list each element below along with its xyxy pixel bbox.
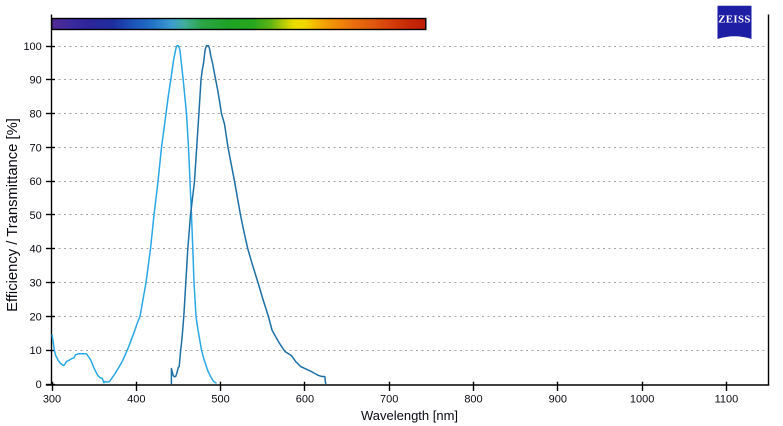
svg-text:700: 700	[380, 394, 398, 406]
svg-text:100: 100	[23, 41, 41, 53]
svg-text:60: 60	[30, 176, 42, 188]
svg-text:500: 500	[211, 394, 229, 406]
svg-text:0: 0	[36, 379, 42, 391]
svg-text:80: 80	[30, 109, 42, 121]
svg-text:ZEISS: ZEISS	[718, 14, 751, 26]
svg-text:1000: 1000	[630, 394, 654, 406]
svg-text:40: 40	[30, 244, 42, 256]
svg-text:10: 10	[30, 345, 42, 357]
svg-text:800: 800	[464, 394, 482, 406]
svg-text:90: 90	[30, 75, 42, 87]
svg-text:20: 20	[30, 311, 42, 323]
svg-text:1100: 1100	[715, 394, 739, 406]
svg-text:30: 30	[30, 278, 42, 290]
svg-text:300: 300	[43, 394, 61, 406]
svg-text:Wavelength [nm]: Wavelength [nm]	[361, 408, 458, 423]
svg-text:600: 600	[296, 394, 314, 406]
svg-text:70: 70	[30, 142, 42, 154]
svg-text:Efficiency / Transmittance [%]: Efficiency / Transmittance [%]	[5, 118, 21, 312]
svg-text:50: 50	[30, 210, 42, 222]
svg-text:900: 900	[549, 394, 567, 406]
svg-text:400: 400	[127, 394, 145, 406]
